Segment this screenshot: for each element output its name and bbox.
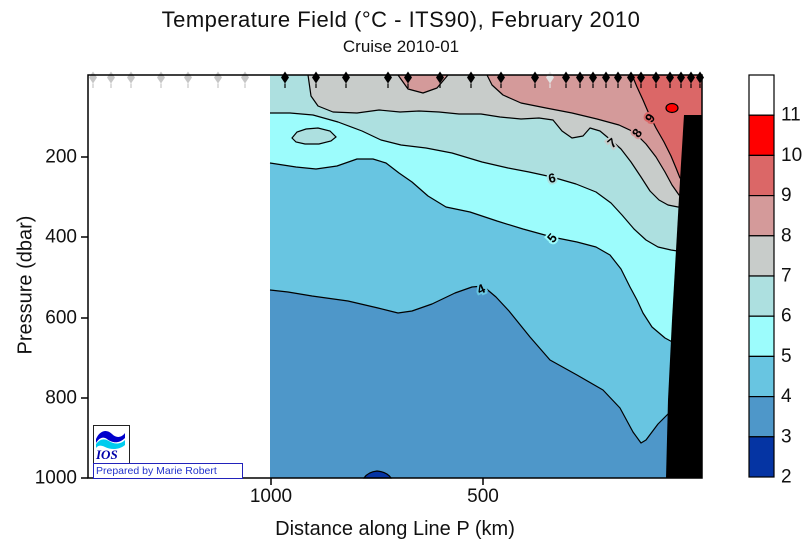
temp-band-6-7 xyxy=(291,127,337,145)
colorbar-segment-7-8 xyxy=(748,235,775,277)
y-tick-label: 800 xyxy=(45,388,77,409)
contour-line-9 xyxy=(631,74,702,179)
colorbar-segment-10-11 xyxy=(748,114,775,156)
colorbar-label-3: 3 xyxy=(781,426,792,447)
station-diamond xyxy=(214,71,222,84)
y-tick-label: 400 xyxy=(45,227,77,248)
contour-line-7 xyxy=(307,74,702,208)
colorbar: 11 10 9 8 7 6 5 4 3 2 xyxy=(748,74,802,488)
ios-logo-wave-dark xyxy=(96,431,125,443)
colorbar-segment->11 xyxy=(748,74,775,116)
temp-band-2-3 xyxy=(362,470,393,479)
station-diamond xyxy=(241,71,249,84)
chart-subtitle: Cruise 2010-01 xyxy=(342,37,460,56)
contour-line-6 xyxy=(270,112,702,253)
contour-line-4 xyxy=(269,285,702,444)
colorbar-segment-3-4 xyxy=(748,396,775,438)
colorbar-segment-5-6 xyxy=(748,315,775,358)
station-diamond xyxy=(107,71,115,84)
temperature-bands xyxy=(270,75,702,479)
station-diamond xyxy=(184,71,192,84)
temp-band-10-11 xyxy=(665,102,679,114)
colorbar-label-5: 5 xyxy=(781,346,792,367)
station-diamond xyxy=(127,71,135,84)
y-tick-label: 200 xyxy=(45,147,77,168)
y-tick-label: 1000 xyxy=(35,468,77,489)
colorbar-segment-8-9 xyxy=(748,195,775,237)
credit-text: Prepared by Marie Robert xyxy=(93,463,243,479)
contour-lines xyxy=(269,74,703,444)
colorbar-segment-9-10 xyxy=(748,154,775,197)
contour-line-5 xyxy=(269,158,703,347)
x-axis-label: Distance along Line P (km) xyxy=(275,518,515,540)
colorbar-label-11: 11 xyxy=(781,105,801,126)
colorbar-label-2: 2 xyxy=(781,467,792,488)
colorbar-segment-4-5 xyxy=(748,355,775,398)
plot-frame xyxy=(87,74,703,479)
colorbar-label-6: 6 xyxy=(781,306,792,327)
station-diamond xyxy=(157,71,165,84)
plot-frame-and-axes: 200 400 600 800 1000 1000 500 xyxy=(35,74,703,507)
x-tick-label: 500 xyxy=(467,486,499,507)
colorbar-label-10: 10 xyxy=(781,145,802,166)
seafloor-mask xyxy=(666,115,702,478)
ios-logo-wave-cyan xyxy=(96,439,125,450)
ios-logo-text: IOS xyxy=(96,447,118,462)
colorbar-segment-6-7 xyxy=(748,275,775,317)
station-diamond xyxy=(89,71,97,84)
ios-logo-art xyxy=(96,431,125,450)
ios-logo: IOS xyxy=(93,425,130,465)
colorbar-label-9: 9 xyxy=(781,185,792,206)
seafloor-mask-layer xyxy=(666,115,702,478)
chart-title: Temperature Field (°C - ITS90), February… xyxy=(161,7,641,32)
colorbar-label-4: 4 xyxy=(781,386,792,407)
contour-line-8 xyxy=(397,74,449,94)
y-tick-label: 600 xyxy=(45,308,77,329)
contour-line-8 xyxy=(486,74,702,196)
colorbar-segment-2-3 xyxy=(748,436,775,478)
colorbar-label-8: 8 xyxy=(781,225,792,246)
x-tick-label: 1000 xyxy=(250,486,292,507)
colorbar-label-7: 7 xyxy=(781,266,792,287)
